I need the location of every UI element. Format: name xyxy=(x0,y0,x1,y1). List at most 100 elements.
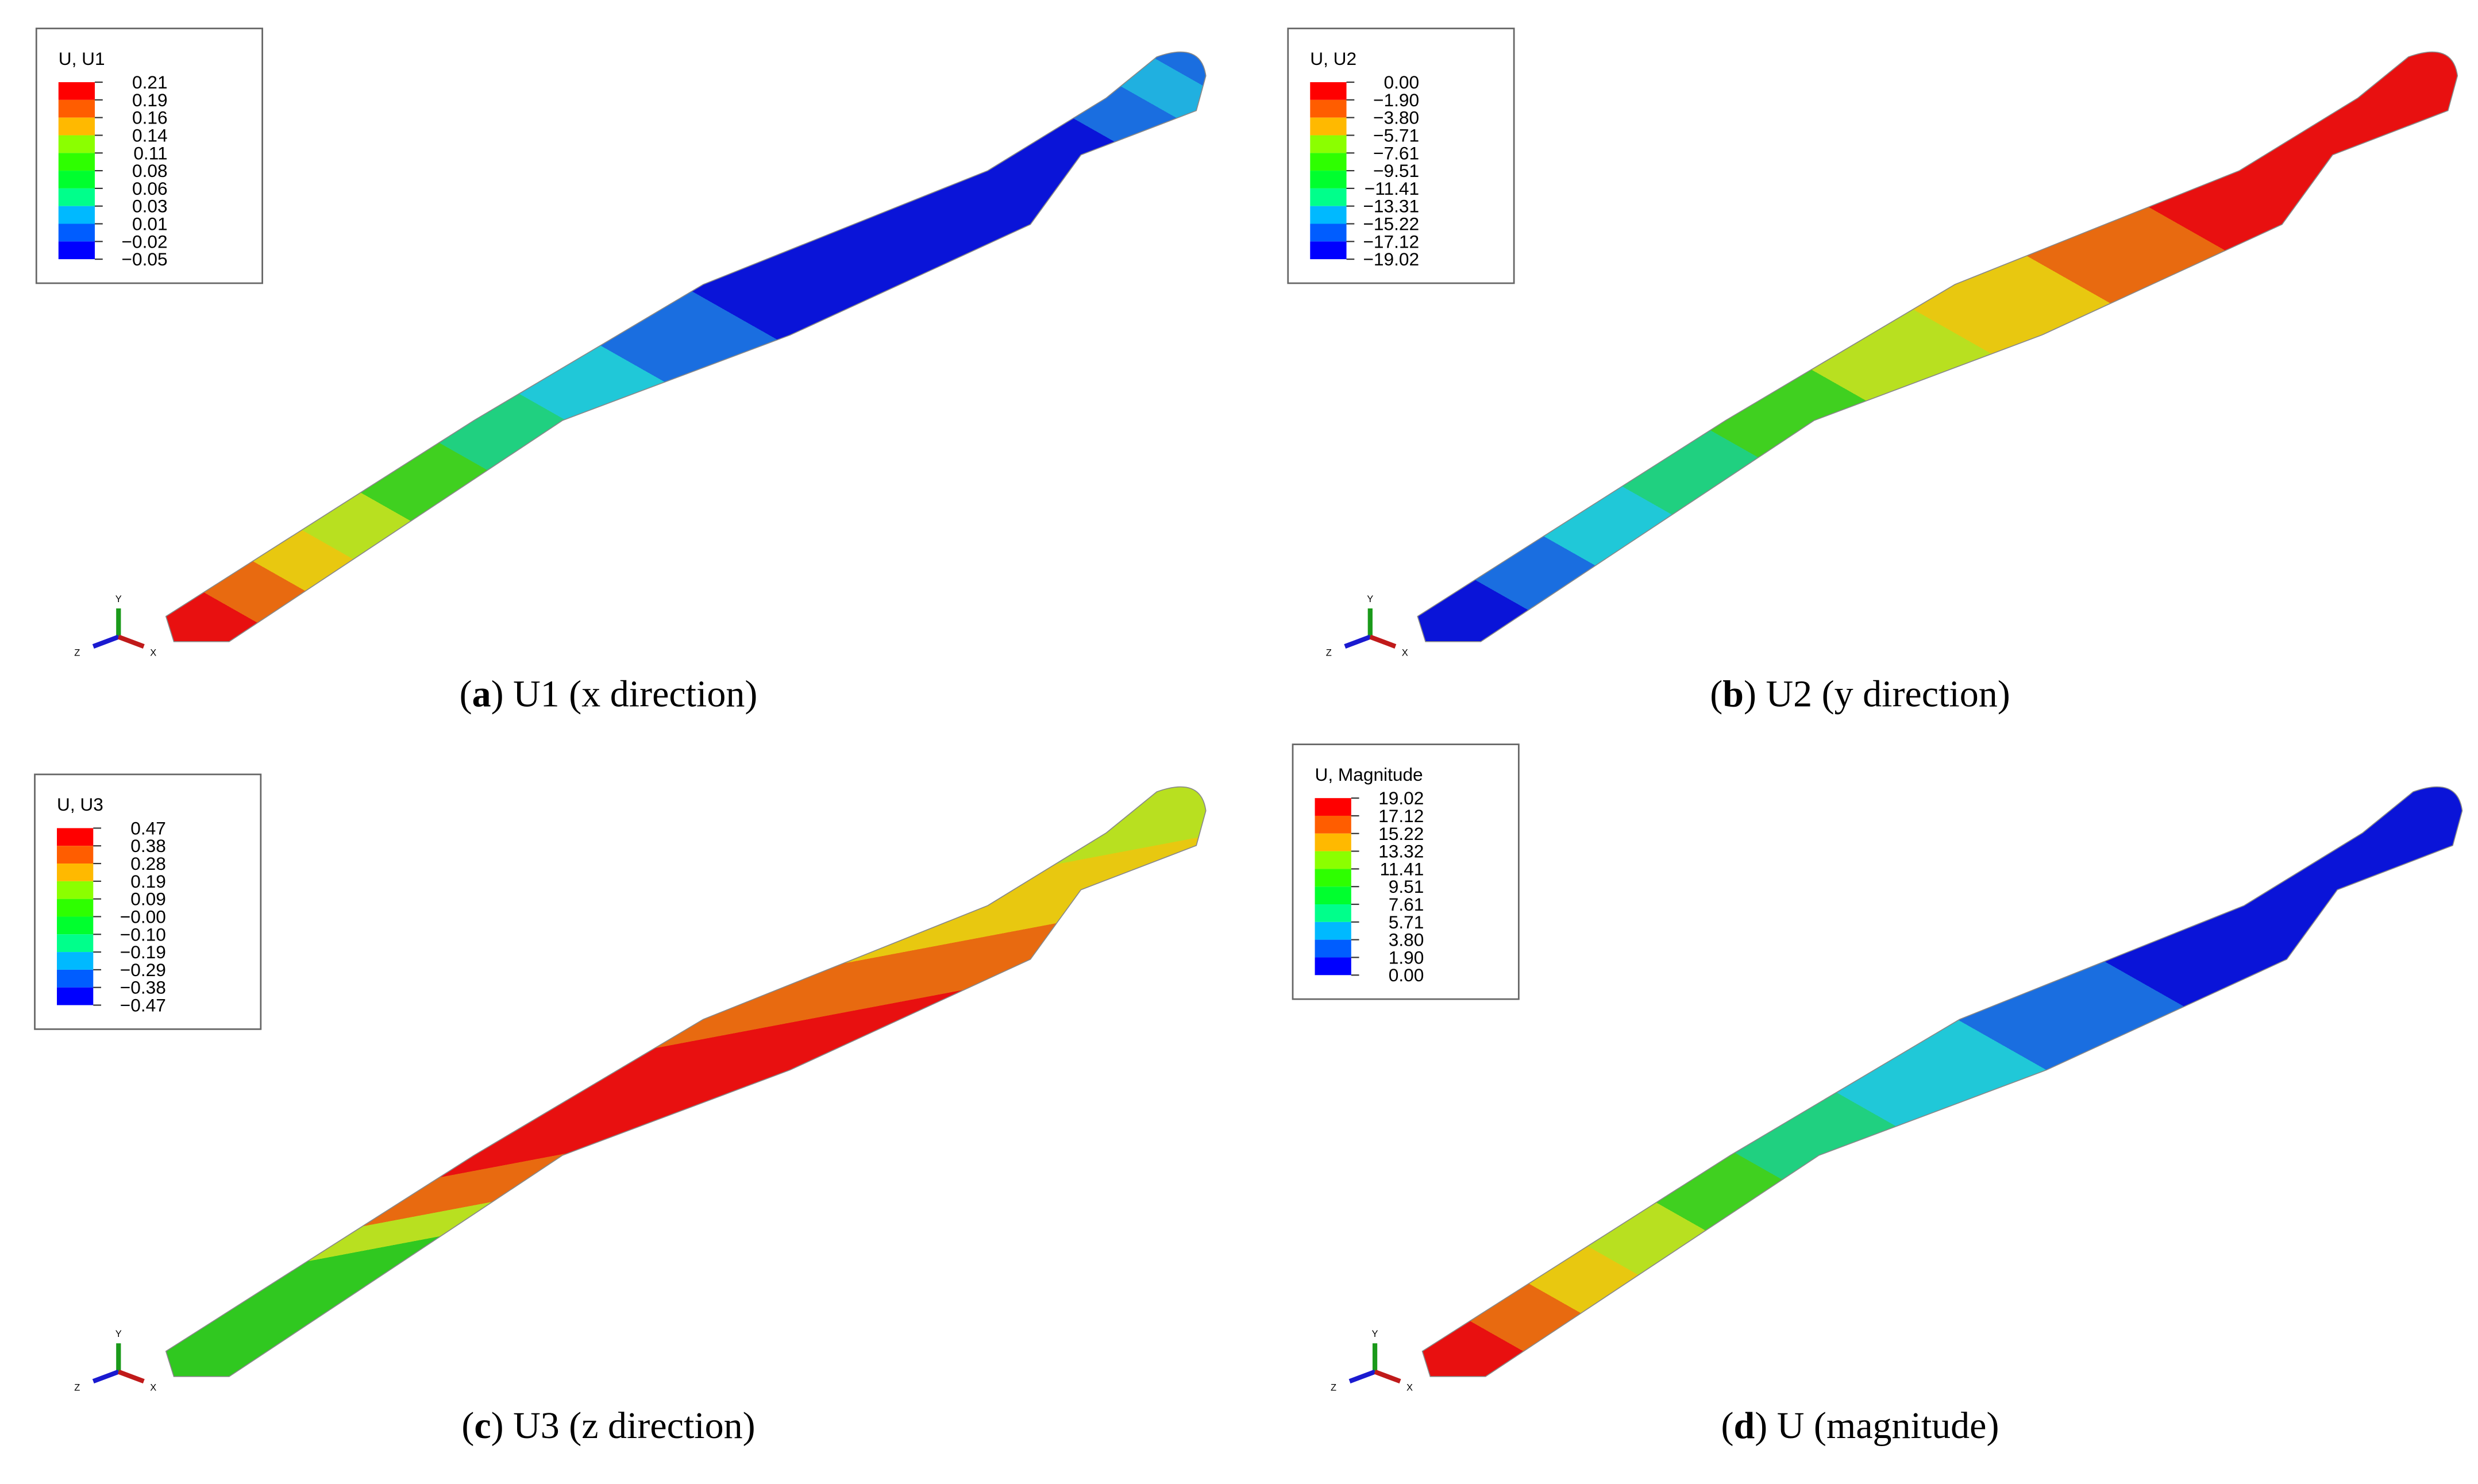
legend-swatch xyxy=(1310,241,1347,260)
legend-swatch xyxy=(1310,171,1347,188)
legend-swatch xyxy=(1310,153,1347,171)
axis-label: Y xyxy=(1372,1329,1378,1339)
legend-value: −5.71 xyxy=(1373,125,1419,145)
caption-open: ( xyxy=(1710,673,1722,715)
legend-swatch xyxy=(1315,957,1351,976)
legend-swatch xyxy=(1315,904,1351,922)
legend-value: 0.03 xyxy=(132,196,168,217)
legend-value: −0.38 xyxy=(120,977,166,998)
legend-value: 0.14 xyxy=(132,125,168,145)
legend-value: −0.02 xyxy=(122,231,168,252)
axis-arrow xyxy=(117,634,145,649)
legend-swatch xyxy=(58,153,95,171)
blade xyxy=(1417,51,2458,642)
axis-label: Z xyxy=(1326,648,1332,658)
axis-label: X xyxy=(1406,1383,1413,1393)
legend-swatch xyxy=(57,828,94,846)
legend-value: 0.01 xyxy=(132,214,168,234)
legend-swatch xyxy=(1315,886,1351,905)
blade xyxy=(1421,786,2463,1377)
caption-letter: c xyxy=(474,1405,491,1447)
blade xyxy=(165,51,1207,642)
legend-value: 11.41 xyxy=(1380,858,1424,879)
legend-value: −3.80 xyxy=(1373,107,1419,128)
legend-swatch xyxy=(57,846,94,864)
legend-swatch xyxy=(1310,99,1347,118)
legend-value: 0.16 xyxy=(132,107,168,128)
caption-text: ) U (magnitude) xyxy=(1755,1405,1999,1447)
caption-text: ) U3 (z direction) xyxy=(491,1405,756,1447)
axis-triad: Y Z X xyxy=(1326,594,1408,658)
axis-arrow xyxy=(1344,634,1371,649)
caption-letter: b xyxy=(1722,673,1744,715)
legend-value: −0.47 xyxy=(120,995,166,1016)
axis-label: X xyxy=(1402,648,1408,658)
legend-swatch xyxy=(57,952,94,970)
legend-swatch xyxy=(58,206,95,224)
legend-title: U, Magnitude xyxy=(1315,764,1423,785)
legend-title: U, U1 xyxy=(59,48,105,69)
caption-open: ( xyxy=(461,1405,474,1447)
legend-swatch xyxy=(58,99,95,118)
caption: (b) U2 (y direction) xyxy=(1710,673,2010,715)
blade xyxy=(165,786,1207,1377)
legend-value: 13.32 xyxy=(1378,841,1424,862)
legend-swatch xyxy=(1315,851,1351,869)
legend-value: 0.47 xyxy=(130,818,166,838)
axis-label: Z xyxy=(74,648,80,658)
legend-value: 0.09 xyxy=(130,889,166,909)
axis-arrow xyxy=(117,1369,145,1384)
legend-title: U, U3 xyxy=(57,794,103,815)
legend-value: 0.06 xyxy=(132,178,168,199)
blade-group: Y Z X xyxy=(74,786,1207,1393)
legend-swatch xyxy=(57,881,94,899)
caption-letter: a xyxy=(472,673,491,715)
axis-arrow xyxy=(1369,634,1397,649)
legend-value: −19.02 xyxy=(1363,249,1419,269)
legend-swatch xyxy=(57,899,94,917)
axis-label: Y xyxy=(1367,594,1373,604)
panel: Y Z X U, Magnitude 19.0217.1215.2213.3211.41… xyxy=(1292,743,2463,1447)
legend-value: 9.51 xyxy=(1389,876,1424,897)
axis-arrow xyxy=(92,634,120,649)
legend-value: −7.61 xyxy=(1373,142,1419,163)
legend-swatch xyxy=(57,864,94,881)
legend-swatch xyxy=(1310,135,1347,153)
caption-text: ) U1 (x direction) xyxy=(491,673,758,715)
legend-swatch xyxy=(58,82,95,100)
legend-swatch xyxy=(57,934,94,953)
legend-swatch xyxy=(1310,223,1347,242)
panel: Y Z X U, U2 0.00−1.90−3.80−5.71−7.61−9.51−11… xyxy=(1287,28,2458,715)
legend-swatch xyxy=(1310,188,1347,206)
legend-value: −15.22 xyxy=(1363,214,1419,234)
legend-value: 0.19 xyxy=(130,871,166,892)
panel: YZ XU, U30.470.380.280.190.09−0.00−0.10−0… xyxy=(34,773,1207,1447)
axis-arrow xyxy=(1348,1369,1376,1384)
legend-value: −0.05 xyxy=(122,249,168,269)
axis-label: Y xyxy=(115,594,122,604)
caption: (c) U3 (z direction) xyxy=(461,1405,755,1447)
legend-value: 0.08 xyxy=(132,160,168,181)
axis-label: Y xyxy=(115,1329,122,1339)
axis-label: Z xyxy=(74,1383,80,1393)
legend-value: 1.90 xyxy=(1389,947,1424,968)
legend-value: 19.02 xyxy=(1378,788,1424,808)
legend-value: 15.22 xyxy=(1378,823,1424,844)
legend-swatch xyxy=(1315,815,1351,834)
axis-label: X xyxy=(150,648,156,658)
legend-value: 17.12 xyxy=(1378,805,1424,826)
legend-value: −17.12 xyxy=(1363,231,1419,252)
caption: (d) U (magnitude) xyxy=(1721,1405,1999,1447)
caption-open: ( xyxy=(1721,1405,1734,1447)
caption-letter: d xyxy=(1734,1405,1755,1447)
legend-swatch xyxy=(1315,869,1351,887)
blade-group: Y Z X xyxy=(1326,51,2458,658)
legend-swatch xyxy=(1310,117,1347,136)
legend-value: −0.10 xyxy=(120,924,166,945)
legend-value: 0.11 xyxy=(133,142,167,163)
legend-swatch xyxy=(58,171,95,188)
legend-value: −0.00 xyxy=(120,906,166,927)
legend-value: 0.00 xyxy=(1389,965,1424,985)
legend-swatch xyxy=(57,987,94,1005)
